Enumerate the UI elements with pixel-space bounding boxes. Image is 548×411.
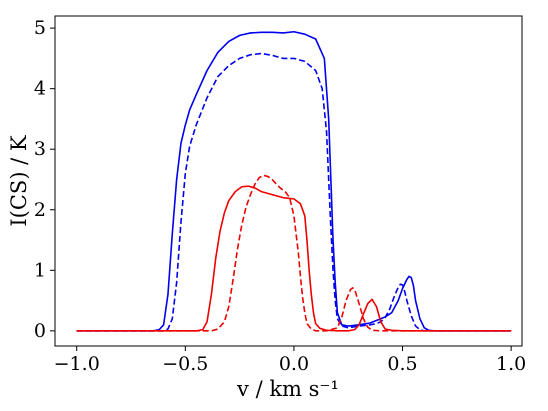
y-axis-label: I(CS) / K <box>7 135 31 227</box>
series-layer <box>76 30 512 332</box>
series-line-0 <box>76 30 512 332</box>
ticks-layer: −1.0 −0.5 0.0 0.5 1.0 0 1 2 3 4 5 <box>34 17 526 375</box>
x-tick-label: −1.0 <box>54 353 100 375</box>
y-tick-label: 5 <box>34 17 46 39</box>
series-line-2 <box>76 185 512 332</box>
y-tick-label: 1 <box>34 259 46 281</box>
x-axis-label: v / km s⁻¹ <box>236 377 339 401</box>
y-tick-label: 3 <box>34 138 46 160</box>
y-tick-label: 4 <box>34 78 46 100</box>
y-tick-label: 2 <box>34 199 46 221</box>
series-line-1 <box>76 52 512 332</box>
x-tick-label: −0.5 <box>162 353 208 375</box>
x-tick-label: 0.5 <box>387 353 417 375</box>
y-tick-label: 0 <box>34 320 46 342</box>
series-line-3 <box>76 174 512 332</box>
x-tick-label: 1.0 <box>496 353 526 375</box>
plot-area <box>54 15 523 347</box>
x-tick-label: 0.0 <box>279 353 309 375</box>
